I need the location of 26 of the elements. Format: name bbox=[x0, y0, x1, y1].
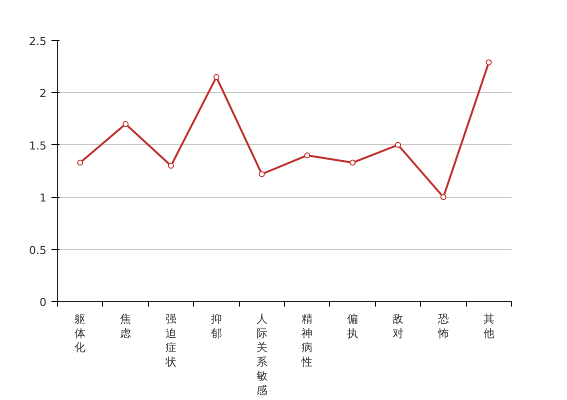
y-tick-label: 2 bbox=[40, 87, 46, 100]
x-tick-label: 强迫症状 bbox=[164, 312, 176, 368]
x-tick-label: 敌对 bbox=[392, 312, 404, 340]
y-tick-label: 0.5 bbox=[29, 244, 47, 257]
y-tick-label: 2.5 bbox=[29, 35, 47, 48]
point bbox=[213, 74, 220, 80]
point bbox=[77, 160, 84, 166]
y-tick-label: 1.5 bbox=[29, 139, 47, 152]
x-tick-label: 人际关系敏感 bbox=[256, 312, 268, 397]
x-tick-label: 其他 bbox=[483, 312, 494, 340]
point bbox=[258, 171, 265, 178]
point bbox=[440, 194, 446, 200]
x-tick-label: 抑郁 bbox=[210, 312, 222, 340]
y-tick-label: 0 bbox=[40, 296, 46, 309]
x-tick-label: 焦虑 bbox=[120, 312, 132, 340]
x-tick-label: 恐怖 bbox=[436, 312, 449, 340]
x-tick-label: 偏执 bbox=[347, 312, 358, 340]
point bbox=[122, 121, 129, 128]
x-tick-label: 躯体化 bbox=[74, 312, 86, 354]
point bbox=[350, 160, 356, 166]
point bbox=[486, 59, 492, 66]
point bbox=[304, 152, 310, 158]
y-tick-label: 1 bbox=[40, 192, 46, 205]
x-tick-label: 精神病性 bbox=[300, 312, 313, 368]
point bbox=[395, 142, 401, 148]
point bbox=[168, 162, 174, 169]
